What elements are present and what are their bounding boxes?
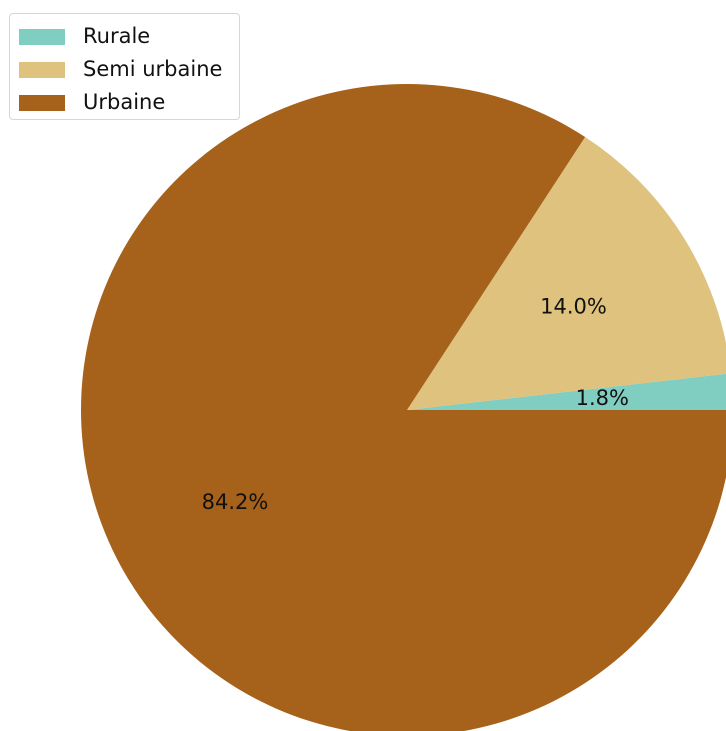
- percent-label-rurale: 1.8%: [576, 386, 629, 410]
- legend-swatch-urbaine: [19, 94, 65, 111]
- legend-swatch-rurale: [19, 28, 65, 45]
- pie-slice-urbaine: [81, 84, 726, 731]
- pie-slices: [81, 84, 726, 731]
- percent-label-urbaine: 84.2%: [202, 490, 269, 514]
- pie-slice-semi-urbaine: [407, 136, 726, 410]
- legend-label-semi-urbaine: Semi urbaine: [83, 57, 223, 81]
- legend-item-semi-urbaine: Semi urbaine: [19, 53, 239, 86]
- legend-item-urbaine: Urbaine: [19, 86, 239, 119]
- percent-label-semi-urbaine: 14.0%: [540, 294, 607, 318]
- legend-item-rurale: Rurale: [19, 20, 239, 53]
- pie-slice-rurale: [407, 373, 726, 410]
- legend-label-urbaine: Urbaine: [83, 90, 166, 114]
- percent-labels: 1.8% 14.0% 84.2%: [202, 294, 629, 514]
- chart-legend: Rurale Semi urbaine Urbaine: [9, 13, 240, 120]
- legend-swatch-semi-urbaine: [19, 61, 65, 78]
- legend-label-rurale: Rurale: [83, 24, 151, 48]
